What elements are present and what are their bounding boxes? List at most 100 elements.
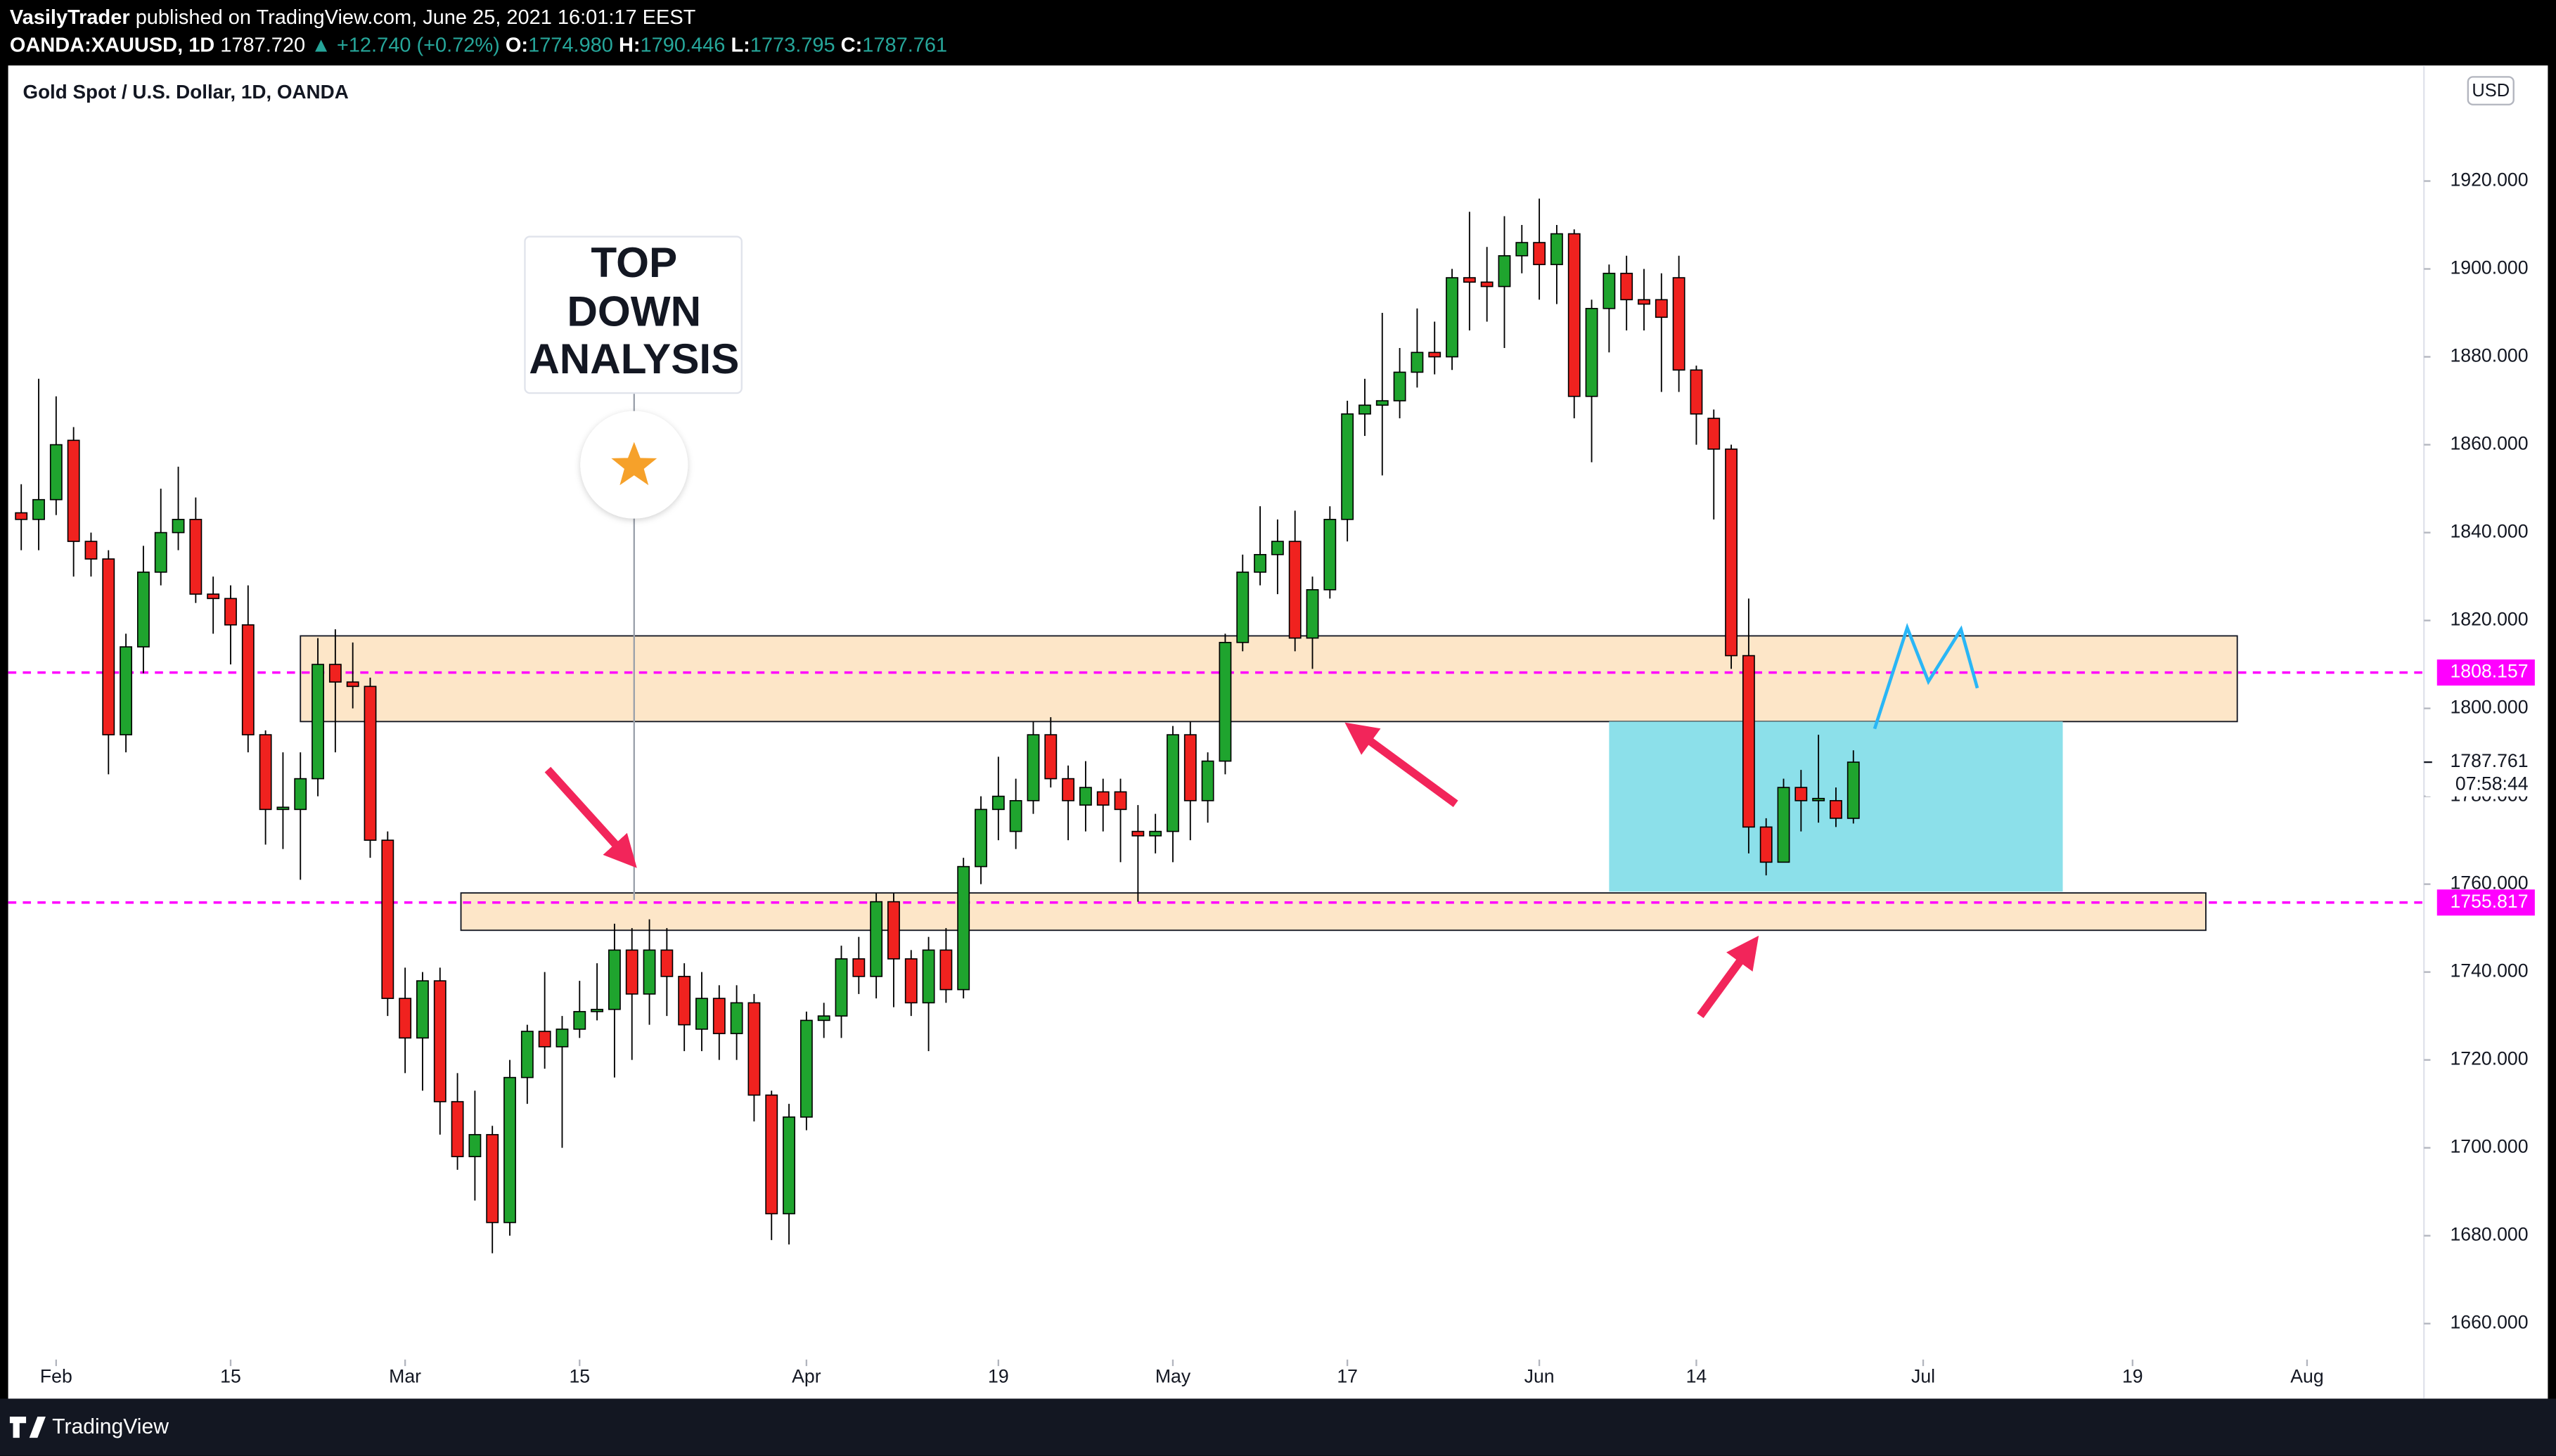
ohlc-value: 1773.795 [750, 34, 835, 56]
candle-body [1533, 242, 1546, 266]
candle-body [1149, 830, 1162, 837]
candle-body [1306, 589, 1319, 639]
annotation-box [524, 236, 743, 394]
y-tick-label: 1680.000 [2450, 1224, 2528, 1245]
candle-body [294, 778, 307, 811]
candle-body [1044, 734, 1058, 780]
candle-body [1603, 272, 1616, 309]
y-tick-label: 1860.000 [2450, 433, 2528, 454]
candle-body [1515, 242, 1529, 257]
zone [460, 892, 2207, 932]
candle-body [730, 1002, 743, 1034]
candle-body [1411, 352, 1424, 373]
candle-body [747, 1002, 761, 1096]
currency: USD [2472, 81, 2510, 101]
x-tick-label: Mar [389, 1365, 421, 1386]
ohlc-label: L: [731, 34, 750, 56]
y-tick-label: 1800.000 [2450, 697, 2528, 718]
candle-body [870, 901, 883, 977]
candle-body [486, 1134, 499, 1223]
author: VasilyTrader [10, 6, 130, 29]
candle-body [468, 1134, 482, 1157]
candle-body [1707, 418, 1721, 450]
candle-body [1062, 778, 1075, 801]
candle-body [1341, 413, 1354, 520]
candle-body [1131, 830, 1145, 837]
arrow [1344, 722, 1458, 807]
candle-body [1690, 369, 1703, 415]
candle-body [276, 806, 290, 811]
candle-body [1219, 642, 1232, 762]
candle-body [189, 519, 203, 595]
candle-body [1323, 519, 1337, 591]
candle-body [817, 1015, 830, 1022]
candle-body [1742, 655, 1755, 828]
candle-body [1079, 787, 1092, 806]
candle-body [852, 958, 866, 977]
symbol-line: OANDA:XAUUSD, 1D 1787.720 ▲ +12.740 (+0.… [10, 34, 947, 56]
candle-body [1847, 761, 1860, 819]
last-price-bg [2425, 747, 2543, 797]
candle-body [975, 808, 987, 868]
candle-body [887, 901, 900, 960]
footer-bar [0, 1398, 2556, 1456]
candle-body [1288, 541, 1302, 639]
arrow [1697, 935, 1759, 1019]
candle-body [1567, 233, 1581, 397]
brand-logo [9, 1416, 46, 1438]
annotation-text: ANALYSIS [529, 335, 739, 382]
level-label: 1755.817 [2450, 891, 2528, 912]
candle-body [1777, 787, 1790, 863]
plot: 1660.000 1680.000 1700.000 1720.000 1740.000… [8, 169, 2543, 1386]
candle-body [591, 1008, 604, 1012]
candle-body [136, 572, 150, 648]
brand: TradingView [52, 1415, 169, 1438]
candle-body [15, 512, 28, 520]
candle-body [1359, 404, 1371, 415]
x-tick-label: 15 [220, 1365, 241, 1386]
x-tick-label: 14 [1686, 1365, 1707, 1386]
candle-body [1375, 400, 1389, 406]
header-bar [0, 0, 2556, 66]
candle-body [1759, 826, 1773, 863]
candle-body [172, 519, 185, 534]
candle-body [783, 1116, 795, 1215]
candle-body [957, 865, 970, 991]
zone [300, 635, 2238, 723]
chart-title: Gold Spot / U.S. Dollar, 1D, OANDA [23, 81, 348, 103]
candle-body [154, 531, 167, 573]
candle-body [520, 1031, 534, 1078]
last-price-label: 1787.761 [2450, 750, 2528, 771]
ohlc-value: 1774.980 [528, 34, 613, 56]
ohlc-value: 1787.761 [862, 34, 947, 56]
candle-body [49, 444, 63, 501]
y-tick-label: 1820.000 [2450, 609, 2528, 630]
annotation-text: TOP [591, 238, 677, 286]
x-tick-label: 19 [2122, 1365, 2143, 1386]
star-icon [611, 442, 657, 486]
change: ▲ +12.740 (+0.72%) [311, 34, 500, 56]
y-tick-label: 1900.000 [2450, 257, 2528, 278]
y-tick-label: 1840.000 [2450, 521, 2528, 542]
x-tick-label: 15 [569, 1365, 590, 1386]
candle-body [1672, 277, 1685, 371]
candle-body [608, 949, 621, 1010]
candle-body [1254, 554, 1266, 573]
level-label-bg [2436, 659, 2535, 686]
candle-body [67, 439, 80, 542]
candle-body [84, 541, 98, 560]
candle-body [1428, 352, 1441, 358]
x-tick-label: Feb [40, 1365, 72, 1386]
y-tick-label: 1660.000 [2450, 1312, 2528, 1333]
candle-body [207, 593, 220, 600]
candle-body [503, 1076, 516, 1223]
candle-body [660, 949, 674, 977]
candle-body [1236, 572, 1250, 643]
candle-body [835, 958, 848, 1017]
candle-body [643, 949, 656, 995]
level-label-bg [2436, 889, 2535, 916]
candle-body [364, 685, 377, 841]
countdown: 07:58:44 [2455, 773, 2529, 794]
candle-body [224, 598, 237, 626]
candle-body [1463, 277, 1476, 283]
